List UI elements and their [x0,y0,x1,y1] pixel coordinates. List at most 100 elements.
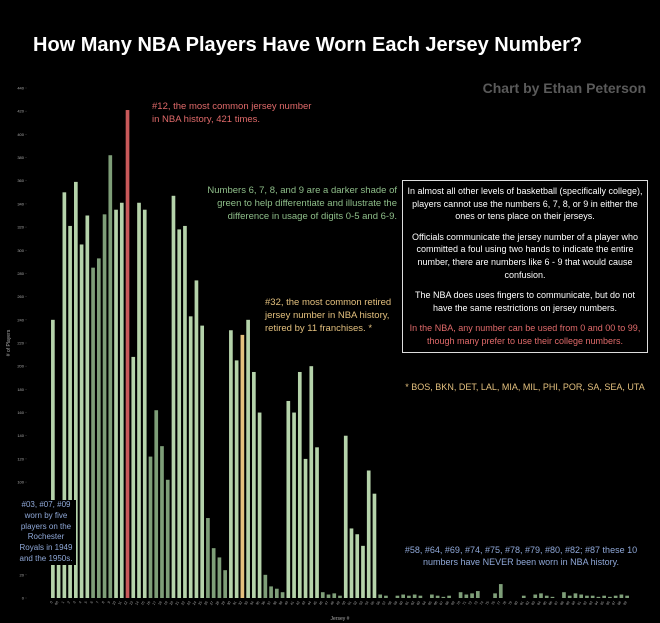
x-tick-label: 55 [370,600,375,605]
bar [160,446,164,598]
y-tick-label: 0 [22,596,25,601]
bar [366,470,371,598]
x-tick-label: 60 [399,600,404,605]
y-tick-label: 220 [17,341,24,346]
bar [407,595,411,598]
x-tick-label: 93 [588,600,593,605]
y-tick-label: 360 [17,178,24,183]
x-tick-label: 66 [433,600,438,605]
bar [68,225,72,598]
bar [567,595,572,598]
bar [154,410,159,598]
x-tick-label: 76 [490,600,495,605]
bar [263,574,268,598]
x-tick-label: 98 [617,600,622,605]
y-tick-label: 260 [17,294,24,299]
bar [613,595,618,598]
y-tick-label: 140 [17,433,24,438]
x-axis-label: Jersey # [331,616,350,622]
x-tick-label: 80 [513,600,518,605]
bar [171,195,176,598]
x-tick-label: 16 [146,600,151,605]
bar [165,479,170,598]
x-tick-label: 49 [335,600,340,605]
bar [280,592,285,598]
x-tick-label: 36 [261,600,266,605]
bar [395,595,400,598]
bar [252,371,256,598]
bar [562,592,566,598]
x-tick-label: 29 [221,600,226,605]
bar [211,548,216,598]
x-tick-label: 24 [192,600,197,605]
bar [435,595,440,598]
info-paragraph: Officials communicate the jersey number … [412,231,638,280]
x-tick-label: 53 [358,600,363,605]
x-tick-label: 40 [284,600,289,605]
x-tick-label: 28 [215,600,220,605]
x-tick-label: 32 [238,600,243,605]
bar [137,202,141,598]
bar [619,594,624,598]
bar [303,458,308,598]
x-tick-label: 11 [117,600,122,605]
bar [234,360,239,598]
bar [223,570,227,598]
annotation: #03, #07, #09 worn by five players on th… [16,500,76,565]
bar [188,316,193,598]
bar [579,594,584,598]
bar [493,593,497,598]
x-tick-label: 26 [203,600,208,605]
bar [458,592,463,598]
x-tick-label: 47 [324,600,329,605]
x-tick-label: 67 [439,600,444,605]
x-tick-label: 21 [175,600,180,605]
x-tick-label: 48 [330,600,335,605]
bar [142,209,147,599]
y-tick-label: 200 [17,364,24,369]
x-tick-label: 70 [456,600,461,605]
x-tick-label: 22 [180,600,185,605]
bar [539,593,543,598]
x-tick-label: 92 [582,600,587,605]
x-tick-label: 89 [565,600,570,605]
y-tick-label: 240 [17,317,24,322]
x-tick-label: 46 [318,600,323,605]
x-tick-label: 42 [295,600,300,605]
bar [148,456,153,598]
x-tick-label: 95 [600,600,605,605]
bar [608,596,612,598]
x-tick-label: 30 [226,600,231,605]
bar [464,594,469,598]
x-tick-label: 12 [123,600,128,605]
bar [332,593,337,598]
annotation: * BOS, BKN, DET, LAL, MIA, MIL, PHI, POR… [405,382,645,392]
info-box: In almost all other levels of basketball… [402,180,648,353]
y-axis-label: # of Players [6,329,12,356]
x-tick-label: 35 [255,600,260,605]
x-tick-label: 18 [157,600,162,605]
x-tick-label: 97 [611,600,616,605]
bar [625,595,629,598]
bar [246,319,250,598]
x-tick-label: 43 [301,600,306,605]
x-tick-label: 59 [393,600,398,605]
x-tick-label: 9 [107,600,111,604]
x-tick-label: 1 [61,600,65,604]
x-tick-label: 71 [462,600,467,605]
bar [240,334,245,598]
x-tick-label: 72 [468,600,473,605]
y-tick-label: 440 [17,86,24,91]
x-tick-label: 74 [479,600,484,605]
bar [590,595,595,598]
bar [274,588,279,598]
x-tick-label: 75 [485,600,490,605]
x-tick-label: 52 [353,600,358,605]
x-tick-label: 10 [111,600,116,605]
bar [521,595,526,598]
x-tick-label: 13 [129,600,134,605]
bar [309,366,314,598]
x-tick-label: 33 [244,600,249,605]
bar [79,244,84,598]
bar [361,545,365,598]
